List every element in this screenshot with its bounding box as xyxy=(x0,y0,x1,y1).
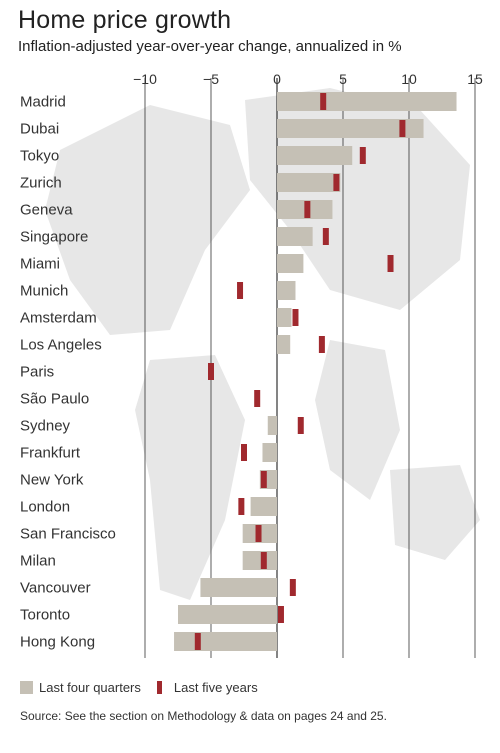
marker-last-five-years xyxy=(289,579,296,596)
x-tick-label: 15 xyxy=(467,71,483,87)
category-label: Zurich xyxy=(20,175,62,192)
bar-last-four-quarters xyxy=(277,308,292,327)
legend-swatch-five-years xyxy=(156,681,162,694)
marker-last-five-years xyxy=(208,363,214,380)
category-label: Sydney xyxy=(20,418,71,435)
marker-last-five-years xyxy=(333,174,340,191)
legend: Last four quarters Last five years xyxy=(20,680,258,695)
bar-last-four-quarters xyxy=(277,119,424,138)
bar-last-four-quarters xyxy=(267,416,277,435)
category-label: Miami xyxy=(20,256,60,273)
bar-chart: −10 −5 0 5 10 15 Madrid Dubai Tokyo Zurich Geneva… xyxy=(20,71,483,658)
map-landmass xyxy=(45,105,250,335)
map-landmass xyxy=(315,340,400,500)
marker-last-five-years xyxy=(322,228,329,245)
category-label: São Paulo xyxy=(20,391,89,408)
category-label: Milan xyxy=(20,553,56,570)
bar-last-four-quarters xyxy=(277,281,296,300)
marker-last-five-years xyxy=(359,147,366,164)
category-label: Madrid xyxy=(20,94,66,111)
x-tick-label: −5 xyxy=(203,71,219,87)
map-landmass xyxy=(245,88,470,310)
marker-last-five-years xyxy=(387,255,394,272)
marker-last-five-years xyxy=(304,201,311,218)
legend-label-quarters: Last four quarters xyxy=(39,680,141,695)
marker-last-five-years xyxy=(241,444,247,461)
category-label: Amsterdam xyxy=(20,310,97,327)
bar-last-four-quarters xyxy=(174,632,277,651)
legend-label-five-years: Last five years xyxy=(173,680,258,695)
category-label: Vancouver xyxy=(20,580,91,597)
x-tick-label: 10 xyxy=(401,71,417,87)
bar-last-four-quarters xyxy=(277,146,353,165)
marker-last-five-years xyxy=(237,282,244,299)
bar-last-four-quarters xyxy=(277,92,457,111)
marker-last-five-years xyxy=(254,390,261,407)
category-label: Los Angeles xyxy=(20,337,102,354)
category-label: Singapore xyxy=(20,229,88,246)
x-tick-label: 5 xyxy=(339,71,347,87)
category-label: Geneva xyxy=(20,202,73,219)
category-label: Hong Kong xyxy=(20,634,95,651)
bar-last-four-quarters xyxy=(250,497,277,516)
marker-last-five-years xyxy=(399,120,406,137)
bar-last-four-quarters xyxy=(277,173,341,192)
marker-last-five-years xyxy=(277,606,284,623)
bar-last-four-quarters xyxy=(178,605,277,624)
bar-last-four-quarters xyxy=(277,227,313,246)
map-landmass xyxy=(390,465,480,560)
marker-last-five-years xyxy=(292,309,299,326)
marker-last-five-years xyxy=(318,336,325,353)
marker-last-five-years xyxy=(260,471,267,488)
world-map-background xyxy=(45,88,480,600)
marker-last-five-years xyxy=(320,93,327,110)
bar-last-four-quarters xyxy=(200,578,277,597)
bar-last-four-quarters xyxy=(262,443,277,462)
category-label: Toronto xyxy=(20,607,70,624)
map-landmass xyxy=(135,355,245,600)
category-label: Paris xyxy=(20,364,54,381)
bar-last-four-quarters xyxy=(242,551,277,570)
bar-last-four-quarters xyxy=(277,254,304,273)
marker-last-five-years xyxy=(255,525,262,542)
legend-swatch-quarters xyxy=(20,681,33,694)
bar-last-four-quarters xyxy=(277,335,291,354)
marker-last-five-years xyxy=(297,417,304,434)
chart-subtitle: Inflation-adjusted year-over-year change… xyxy=(18,38,402,55)
category-label: Munich xyxy=(20,283,68,300)
category-label: London xyxy=(20,499,70,516)
chart-title: Home price growth xyxy=(18,6,232,34)
category-label: Frankfurt xyxy=(20,445,81,462)
category-label: Tokyo xyxy=(20,148,59,165)
marker-last-five-years xyxy=(194,633,201,650)
x-tick-label: 0 xyxy=(273,71,281,87)
category-label: New York xyxy=(20,472,84,489)
marker-last-five-years xyxy=(260,552,267,569)
category-label: Dubai xyxy=(20,121,59,138)
source-note: Source: See the section on Methodology &… xyxy=(20,709,387,723)
category-label: San Francisco xyxy=(20,526,116,543)
x-tick-label: −10 xyxy=(133,71,157,87)
marker-last-five-years xyxy=(238,498,245,515)
